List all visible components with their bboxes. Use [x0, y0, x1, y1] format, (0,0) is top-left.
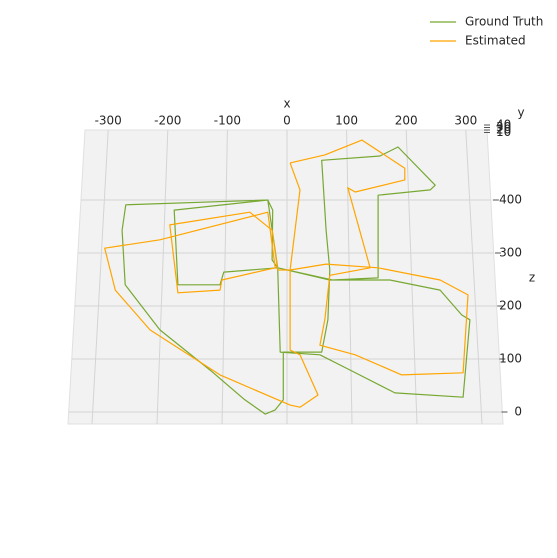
- z-tick-label: 0: [514, 405, 522, 419]
- y-tick-label: 40: [496, 118, 511, 132]
- grid-line: [465, 129, 483, 425]
- x-tick-label: 300: [454, 114, 477, 128]
- z-axis-label: z: [529, 271, 535, 285]
- grid-line: [91, 129, 109, 425]
- legend-label: Ground Truth: [465, 15, 543, 29]
- x-tick-label: 0: [283, 114, 291, 128]
- y-tick-label: 30: [496, 120, 511, 134]
- z-tick-label: 300: [499, 246, 522, 260]
- grid-line: [156, 129, 169, 425]
- trajectory: [121, 146, 471, 415]
- x-tick-label: 100: [335, 114, 358, 128]
- legend-label: Estimated: [465, 34, 526, 48]
- x-tick-label: -300: [95, 114, 122, 128]
- x-tick-label: -200: [154, 114, 181, 128]
- pane: [67, 129, 504, 425]
- y-axis-label: y: [517, 106, 524, 120]
- trajectory: [104, 139, 469, 408]
- x-tick-label: -100: [214, 114, 241, 128]
- grid-line: [221, 129, 228, 425]
- z-tick-label: 400: [499, 193, 522, 207]
- z-tick-label: 200: [499, 299, 522, 313]
- y-tick-label: 10: [496, 125, 511, 139]
- z-tick-label: 100: [499, 352, 522, 366]
- grid-line: [346, 129, 353, 425]
- x-axis-label: x: [283, 97, 290, 111]
- x-tick-label: 200: [395, 114, 418, 128]
- y-tick-label: 20: [496, 123, 511, 137]
